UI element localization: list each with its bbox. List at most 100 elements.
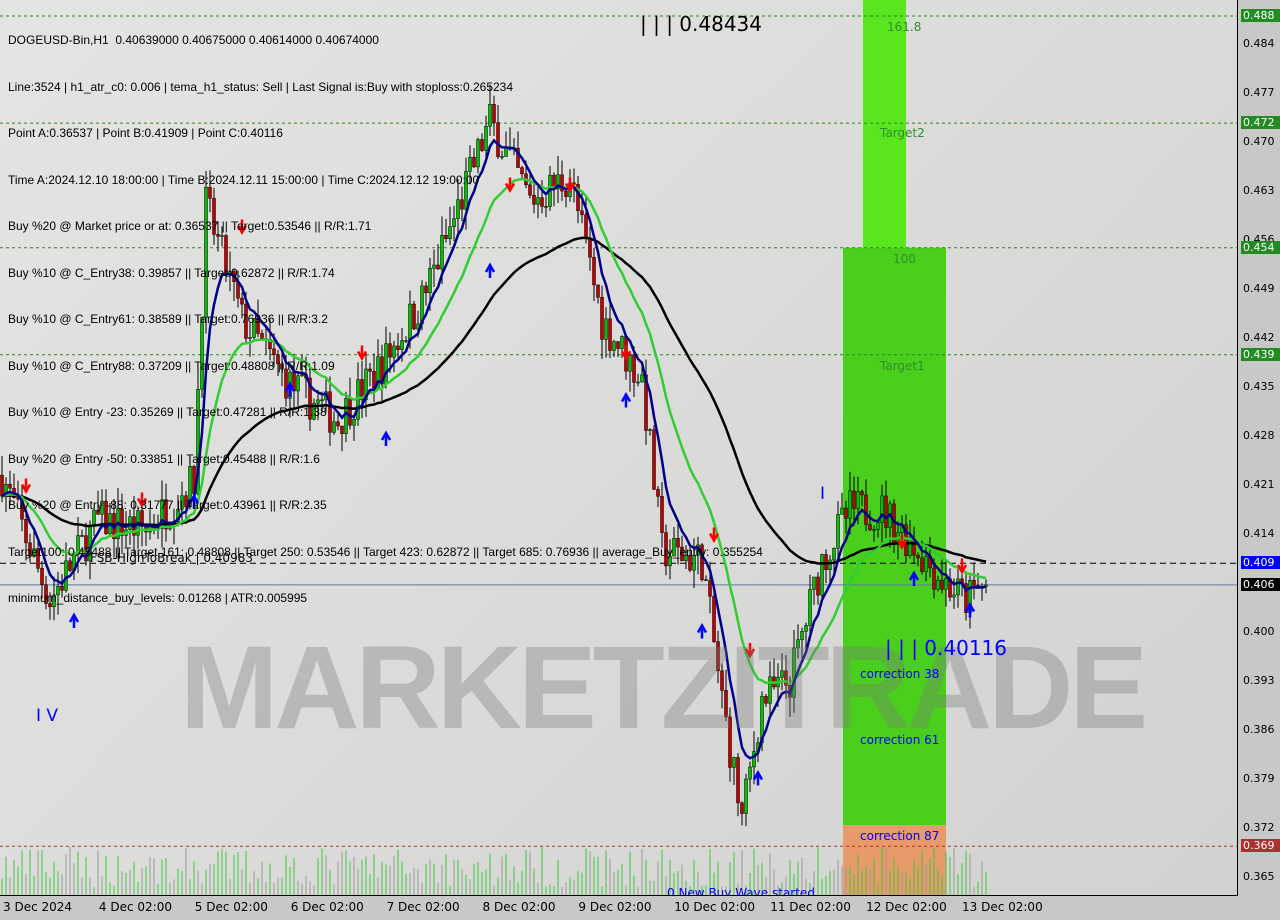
candle-body: [440, 234, 444, 270]
price-tick: 0.477: [1243, 86, 1275, 99]
candle-body: [484, 125, 488, 151]
candle-body: [768, 676, 772, 704]
candle-body: [464, 171, 468, 210]
candle-body: [212, 198, 216, 235]
candle-body: [816, 576, 820, 596]
candle-body: [932, 567, 936, 590]
correction-38-label: correction 38: [860, 667, 940, 681]
candle-body: [852, 490, 856, 509]
new-wave-label: 0 New Buy Wave started: [667, 886, 815, 896]
time-tick: 11 Dec 02:00: [770, 900, 851, 914]
info-line: Buy %10 @ C_Entry38: 0.39857 || Target:0…: [8, 265, 335, 280]
zone-100-label: 100: [893, 252, 916, 266]
candle-body: [364, 368, 368, 401]
candle-body: [44, 584, 48, 604]
sell-arrow-icon: [620, 345, 632, 362]
candle-body: [864, 494, 868, 525]
candle-body: [468, 156, 472, 172]
price-tick: 0.463: [1243, 184, 1275, 197]
candle-body: [712, 596, 716, 642]
candle-body: [664, 532, 668, 567]
candle-body: [840, 507, 844, 515]
candle-body: [188, 466, 192, 508]
candle-body: [668, 555, 672, 567]
fast-moving-average: [1, 138, 987, 760]
candle-body: [728, 716, 732, 768]
price-tick: 0.421: [1243, 478, 1275, 491]
candle-body: [560, 174, 564, 192]
candle-body: [660, 496, 664, 533]
price-tick: 0.365: [1243, 870, 1275, 883]
candle-body: [616, 341, 620, 349]
candle-body: [904, 524, 908, 556]
price-tick: 0.442: [1243, 331, 1275, 344]
candle-body: [436, 264, 440, 270]
price-tick: 0.379: [1243, 772, 1275, 785]
time-tick: 13 Dec 02:00: [962, 900, 1043, 914]
price-tick: 0.435: [1243, 380, 1275, 393]
info-line: Buy %20 @ Entry -88: 0.31777 || Target:0…: [8, 498, 327, 512]
chart-plot-area[interactable]: MARKETZITRADE DOGEUSD-Bin,H1 0.40639000 …: [0, 0, 1238, 896]
candle-body: [720, 670, 724, 691]
candle-body: [252, 318, 256, 338]
info-line: Buy %20 @ Entry -50: 0.33851 || Target:0…: [8, 451, 320, 466]
candle-body: [248, 337, 252, 339]
candle-body: [40, 568, 44, 585]
candle-body: [412, 303, 416, 330]
candle-body: [496, 122, 500, 157]
price-tick: 0.414: [1243, 527, 1275, 540]
candle-body: [836, 514, 840, 549]
candle-body: [692, 555, 696, 571]
candle-body: [120, 508, 124, 536]
candle-body: [804, 625, 808, 632]
candle-body: [580, 210, 584, 215]
time-tick: 6 Dec 02:00: [290, 900, 364, 914]
candle-body: [96, 509, 100, 515]
buy-arrow-icon: [696, 622, 708, 639]
candle-body: [0, 474, 4, 497]
info-line: Line:3524 | h1_atr_c0: 0.006 | tema_h1_s…: [8, 79, 514, 94]
candle-body: [600, 297, 604, 340]
candle-body: [608, 318, 612, 351]
candle-body: [220, 235, 224, 237]
candle-body: [360, 379, 364, 401]
candle-body: [640, 374, 644, 383]
time-tick: 7 Dec 02:00: [386, 900, 460, 914]
candle-body: [916, 554, 920, 559]
candle-body: [500, 156, 504, 158]
info-line: Point A:0.36537 | Point B:0.41909 | Poin…: [8, 126, 283, 140]
candle-body: [336, 421, 340, 427]
buy-arrow-icon: [620, 391, 632, 408]
time-axis[interactable]: 3 Dec 2024 4 Dec 02:00 5 Dec 02:00 6 Dec 02…: [0, 897, 1238, 920]
candle-body: [476, 139, 480, 168]
candle-body: [808, 589, 812, 626]
candle-body: [76, 535, 80, 555]
candle-body: [908, 538, 912, 556]
price-level-badge: 0.454: [1241, 240, 1280, 254]
candle-body: [604, 318, 608, 340]
candle-body: [276, 354, 280, 365]
candle-body: [68, 560, 72, 571]
sell-arrow-icon: [708, 527, 720, 544]
candle-body: [320, 399, 324, 402]
candle-body: [60, 586, 64, 591]
candle-body: [24, 518, 28, 544]
candle-body: [280, 363, 284, 370]
price-level-badge: 0.488: [1241, 9, 1280, 22]
candle-body: [796, 639, 800, 649]
price-tick: 0.470: [1243, 135, 1275, 148]
candle-body: [392, 345, 396, 358]
candle-body: [448, 226, 452, 239]
candle-body: [872, 529, 876, 531]
candle-body: [184, 495, 188, 508]
candle-body: [748, 766, 752, 780]
candle-body: [56, 586, 60, 596]
candle-body: [104, 500, 108, 535]
candle-body: [84, 535, 88, 562]
candle-body: [444, 234, 448, 239]
price-axis[interactable]: 0.484 0.477 0.470 0.463 0.456 0.449 0.442 0.435…: [1239, 0, 1280, 896]
candle-body: [656, 489, 660, 497]
candle-body: [284, 368, 288, 399]
wave-i-label: I: [820, 484, 826, 504]
candle-body: [652, 429, 656, 490]
